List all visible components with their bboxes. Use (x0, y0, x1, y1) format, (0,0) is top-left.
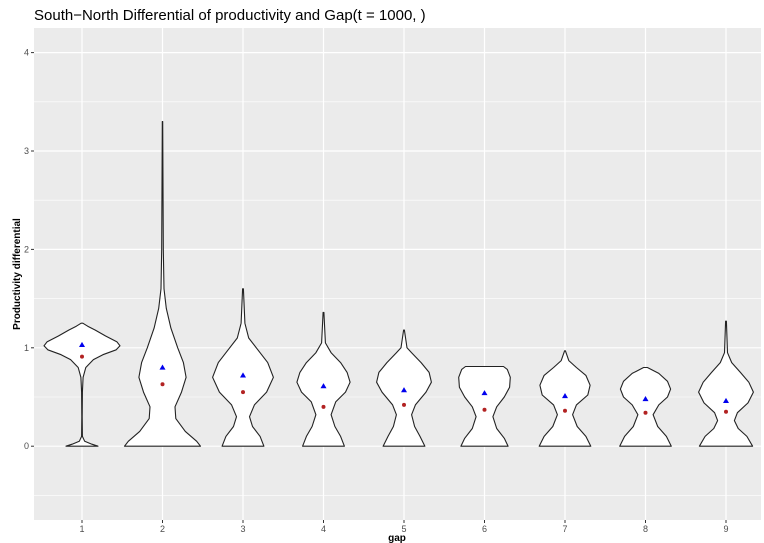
median-point-gap-6 (482, 407, 487, 412)
median-point-gap-7 (563, 408, 567, 413)
violin-gap-7 (538, 350, 592, 447)
x-axis: 1 2 3 4 5 6 7 8 9 (79, 520, 729, 534)
median-point-gap-4 (321, 404, 326, 409)
violin-gap-2 (123, 120, 202, 447)
median-point-gap-8 (643, 410, 648, 415)
mean-point-gap-5 (401, 387, 407, 393)
mean-point-gap-6 (481, 390, 488, 396)
mean-point-gap-8 (642, 395, 649, 402)
x-tick-label: 2 (160, 524, 165, 534)
violin-gap-8 (619, 366, 672, 447)
y-tick-label: 3 (24, 146, 29, 156)
median-point-gap-3 (241, 390, 245, 395)
mean-point-gap-7 (562, 393, 568, 399)
mean-point-gap-1 (79, 341, 85, 347)
violin-gap-3 (212, 288, 274, 447)
y-axis-title: Productivity differential (12, 218, 23, 330)
x-tick-label: 8 (643, 524, 648, 534)
violins (43, 120, 754, 447)
violin-gap-4 (296, 311, 351, 447)
violin-gap-6 (458, 365, 511, 447)
violin-gap-9 (698, 320, 754, 447)
violin-gap-1 (43, 322, 121, 447)
x-tick-label: 9 (723, 524, 728, 534)
mean-point-gap-9 (723, 397, 729, 404)
chart-title: South−North Differential of productivity… (34, 7, 426, 24)
x-tick-label: 6 (482, 524, 487, 534)
x-tick-label: 3 (240, 524, 245, 534)
y-tick-label: 4 (24, 48, 29, 58)
median-point-gap-5 (402, 402, 406, 407)
y-tick-label: 2 (24, 244, 29, 254)
x-tick-label: 4 (321, 524, 326, 534)
median-point-gap-1 (80, 354, 84, 359)
x-tick-label: 5 (401, 524, 406, 534)
mean-point-gap-2 (159, 364, 166, 370)
y-tick-label: 0 (24, 441, 29, 451)
y-axis: 0 1 2 3 4 (24, 48, 34, 451)
mean-point-gap-3 (240, 372, 246, 378)
median-point-gap-9 (724, 409, 728, 414)
x-axis-title: gap (388, 533, 406, 543)
mean-point-gap-4 (320, 383, 327, 389)
x-tick-label: 7 (562, 524, 567, 534)
y-tick-label: 1 (24, 343, 29, 353)
x-tick-label: 1 (79, 524, 84, 534)
median-point-gap-2 (160, 382, 165, 387)
